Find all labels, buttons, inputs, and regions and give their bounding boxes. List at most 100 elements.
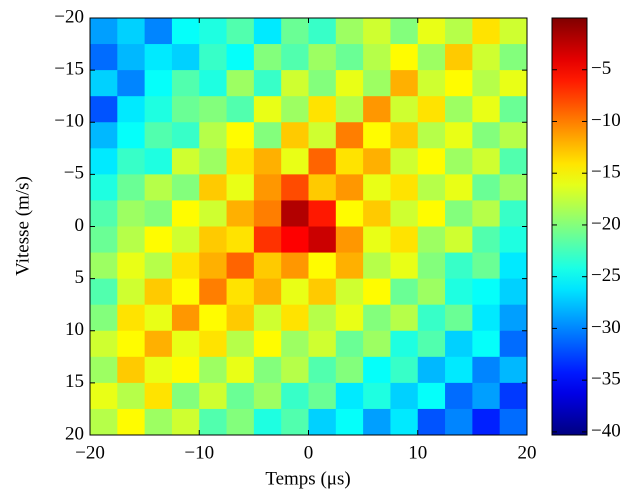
- colorbar-tick-label: −35: [591, 369, 621, 390]
- heatmap-cell: [171, 356, 200, 384]
- heatmap-cell: [281, 18, 309, 45]
- heatmap-cell: [472, 44, 501, 71]
- heatmap-cell: [417, 200, 446, 227]
- heatmap-cell: [144, 408, 173, 436]
- heatmap-cell: [308, 122, 337, 149]
- heatmap-cell: [363, 252, 391, 280]
- heatmap-cell: [363, 18, 391, 45]
- heatmap-cell: [144, 356, 173, 384]
- heatmap-cell: [281, 200, 309, 227]
- heatmap-cell: [199, 174, 228, 201]
- heatmap-cell: [308, 44, 337, 71]
- heatmap-cell: [445, 226, 473, 254]
- y-tick-label: −5: [64, 163, 84, 184]
- heatmap-cell: [253, 44, 282, 71]
- x-tick-label: 0: [304, 442, 314, 463]
- heatmap-cell: [199, 356, 228, 384]
- y-tick-label: 0: [75, 215, 85, 236]
- heatmap-cell: [281, 278, 309, 306]
- x-axis-label: Temps (μs): [265, 468, 350, 489]
- heatmap-cell: [417, 382, 446, 410]
- heatmap-cell: [417, 304, 446, 332]
- heatmap-cell: [90, 44, 118, 71]
- heatmap-cell: [199, 382, 228, 410]
- heatmap-cell: [281, 148, 309, 175]
- heatmap-cell: [117, 278, 146, 306]
- heatmap-cell: [144, 200, 173, 227]
- heatmap-cell: [281, 304, 309, 332]
- heatmap-cell: [308, 330, 337, 358]
- heatmap-cell: [171, 174, 200, 201]
- heatmap-cell: [499, 226, 528, 254]
- heatmap-cell: [417, 70, 446, 97]
- heatmap-cell: [308, 96, 337, 123]
- heatmap-cell: [390, 330, 419, 358]
- heatmap-cell: [226, 200, 255, 227]
- heatmap-cell: [90, 356, 118, 384]
- heatmap-cell: [226, 330, 255, 358]
- heatmap-cell: [445, 252, 473, 280]
- heatmap-cell: [363, 408, 391, 436]
- heatmap-cell: [472, 200, 501, 227]
- heatmap-cell: [335, 330, 364, 358]
- heatmap-cell: [445, 304, 473, 332]
- heatmap-cell: [144, 226, 173, 254]
- heatmap-cell: [226, 122, 255, 149]
- heatmap-cell: [417, 96, 446, 123]
- heatmap-cell: [144, 70, 173, 97]
- heatmap-cell: [199, 122, 228, 149]
- heatmap-cell: [499, 330, 528, 358]
- heatmap-cell: [90, 382, 118, 410]
- heatmap-cell: [90, 252, 118, 280]
- heatmap-cell: [199, 278, 228, 306]
- heatmap-cell: [253, 304, 282, 332]
- heatmap-cell: [363, 70, 391, 97]
- heatmap-cell: [117, 226, 146, 254]
- heatmap-cell: [253, 226, 282, 254]
- heatmap-cell: [363, 330, 391, 358]
- heatmap-cell: [390, 18, 419, 45]
- heatmap-cell: [171, 148, 200, 175]
- heatmap-cell: [363, 278, 391, 306]
- heatmap-cell: [171, 122, 200, 149]
- x-tick-label: −20: [75, 442, 105, 463]
- heatmap-cell: [90, 226, 118, 254]
- heatmap-cell: [417, 356, 446, 384]
- heatmap-cell: [390, 226, 419, 254]
- heatmap-cell: [308, 148, 337, 175]
- heatmap-cell: [226, 252, 255, 280]
- heatmap-cell: [335, 278, 364, 306]
- heatmap-cell: [499, 18, 528, 45]
- heatmap-cell: [281, 96, 309, 123]
- heatmap-cell: [144, 174, 173, 201]
- heatmap-cell: [171, 70, 200, 97]
- heatmap-cell: [335, 148, 364, 175]
- heatmap-cell: [308, 356, 337, 384]
- heatmap-cell: [117, 148, 146, 175]
- heatmap-cell: [445, 356, 473, 384]
- colorbar-tick-label: −40: [591, 420, 621, 441]
- heatmap-cell: [171, 18, 200, 45]
- heatmap-cell: [417, 174, 446, 201]
- heatmap-cell: [335, 304, 364, 332]
- heatmap-cell: [171, 226, 200, 254]
- heatmap-cell: [226, 70, 255, 97]
- heatmap-cell: [308, 18, 337, 45]
- heatmap-cell: [253, 408, 282, 436]
- heatmap-cell: [499, 304, 528, 332]
- heatmap-cell: [226, 226, 255, 254]
- heatmap-cell: [335, 200, 364, 227]
- heatmap-cell: [335, 96, 364, 123]
- heatmap-cell: [253, 278, 282, 306]
- heatmap-cell: [308, 252, 337, 280]
- heatmap-cell: [281, 44, 309, 71]
- heatmap-cell: [472, 382, 501, 410]
- heatmap-cell: [445, 122, 473, 149]
- heatmap-cell: [445, 18, 473, 45]
- heatmap-cell: [117, 70, 146, 97]
- heatmap-cell: [472, 304, 501, 332]
- heatmap-cell: [499, 356, 528, 384]
- heatmap-cell: [308, 304, 337, 332]
- heatmap-cell: [445, 200, 473, 227]
- heatmap-cell: [390, 174, 419, 201]
